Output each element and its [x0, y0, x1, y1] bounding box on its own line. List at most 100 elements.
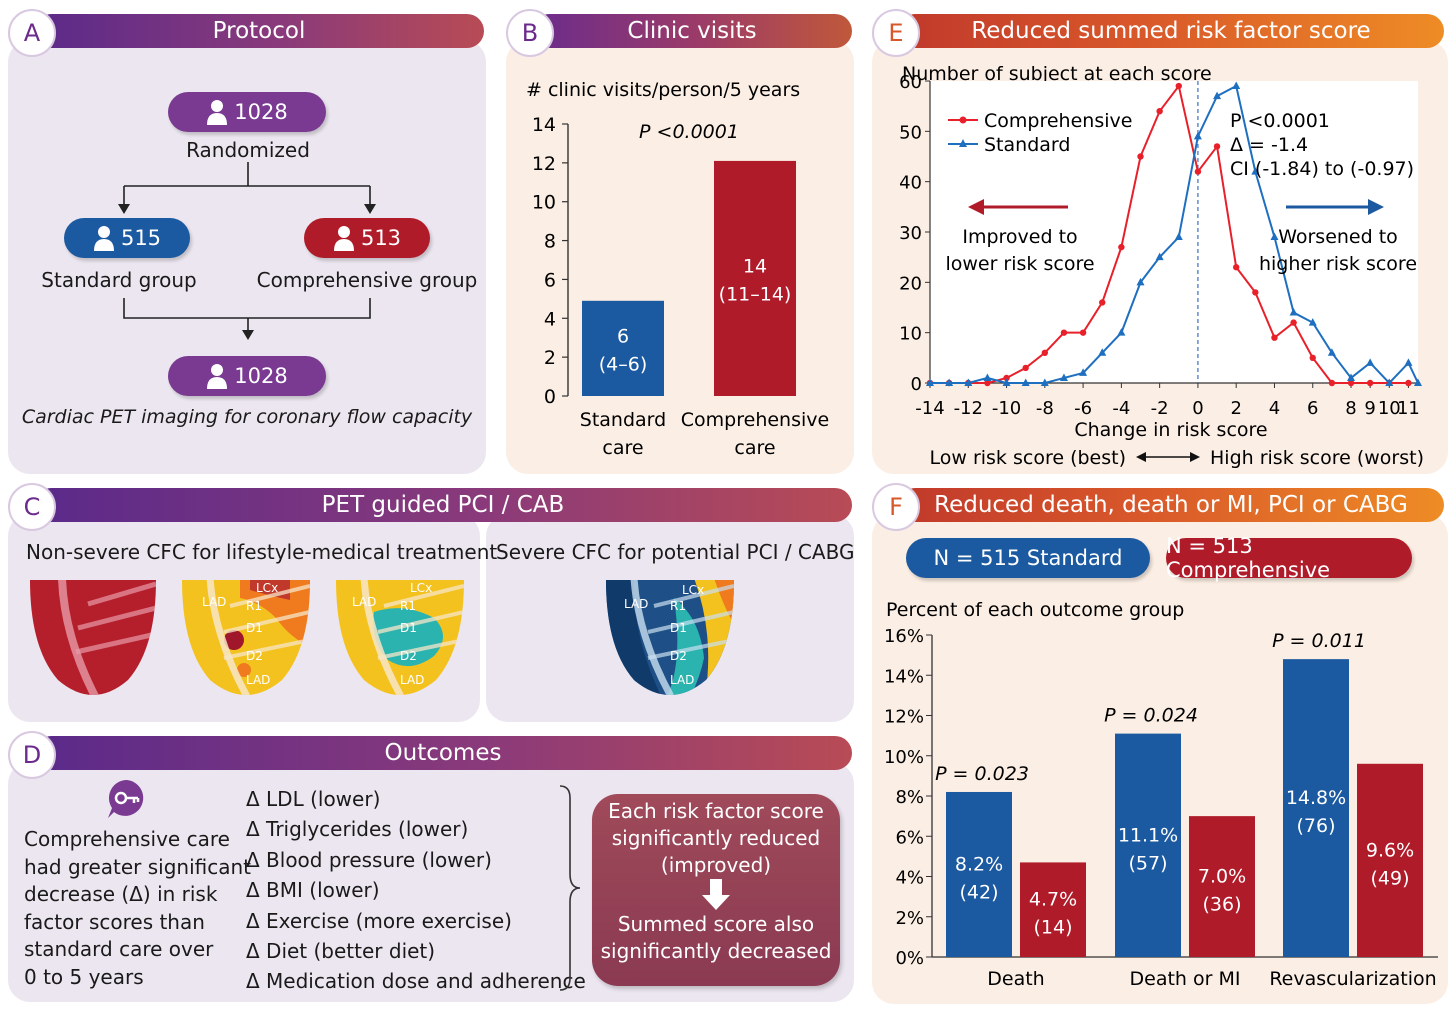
- box-top-line: (improved): [660, 853, 772, 877]
- box-top-line: significantly reduced: [611, 826, 821, 850]
- bar-label: (14): [1033, 917, 1072, 939]
- y-tick-label: 0: [544, 386, 556, 408]
- bar: [1115, 733, 1181, 957]
- bar: [1357, 763, 1423, 957]
- panel-c-letter: C: [8, 483, 56, 531]
- data-point: [1003, 374, 1010, 382]
- box-bottom-line: Summed score also: [617, 912, 815, 936]
- data-point: [1414, 378, 1422, 386]
- y-tick-label: 10: [899, 324, 922, 345]
- bar-label: 7.0%: [1198, 866, 1246, 888]
- x-tick-label: -2: [1151, 398, 1169, 419]
- data-point: [1213, 143, 1221, 150]
- x-tick-label: -10: [992, 398, 1021, 419]
- heart-map-normal: [30, 580, 156, 695]
- data-point: [1155, 252, 1164, 261]
- panel-b-letter: B: [506, 9, 554, 57]
- y-tick-label: 10%: [884, 747, 924, 768]
- panel-e-title: Reduced summed risk factor score: [971, 18, 1371, 44]
- data-point: [1347, 373, 1356, 381]
- x-category-label: Death or MI: [1130, 968, 1241, 990]
- bar-label: (4–6): [599, 353, 648, 375]
- data-point: [1366, 358, 1375, 366]
- x-tick-label: 10: [1378, 398, 1401, 419]
- panel-f-header: Reduced death, death or MI, PCI or CABG: [898, 488, 1444, 522]
- data-point: [1002, 378, 1011, 386]
- data-point: [984, 379, 991, 387]
- x-tick-label: 11: [1397, 398, 1420, 419]
- data-point: [1040, 378, 1049, 386]
- y-tick-label: 30: [899, 223, 922, 244]
- data-point: [1041, 349, 1049, 356]
- outcome-summary: Comprehensive care had greater significa…: [24, 826, 251, 991]
- data-point: [1405, 379, 1412, 387]
- data-point: [1385, 378, 1394, 386]
- data-point: [1175, 82, 1182, 90]
- data-point: [1271, 334, 1278, 341]
- comprehensive-n-pill: N = 513 Comprehensive: [1166, 534, 1412, 582]
- risk-factor-item: Δ Medication dose and adherence: [246, 969, 586, 994]
- y-tick-label: 2: [544, 347, 556, 369]
- brace-icon: [559, 785, 581, 991]
- y-tick-label: 12%: [884, 707, 924, 728]
- person-icon: [333, 226, 354, 251]
- svg-text:D1: D1: [670, 621, 687, 635]
- x-tick-label: 0: [1192, 398, 1203, 419]
- x-category-label: Death: [987, 968, 1044, 990]
- panel-a-letter: A: [8, 9, 56, 57]
- x-tick-label: 6: [1307, 398, 1318, 419]
- panel-d-header: Outcomes: [34, 736, 852, 770]
- randomized-count-pill: 1028: [168, 92, 326, 132]
- bar-label: 8.2%: [955, 853, 1003, 875]
- delta-value: Δ = -1.4: [1230, 134, 1308, 156]
- panel-d-title: Outcomes: [384, 740, 502, 766]
- box-top-line: Each risk factor score: [608, 799, 824, 823]
- y-tick-label: 4: [544, 308, 556, 330]
- data-point: [1251, 167, 1260, 175]
- svg-text:D2: D2: [670, 649, 687, 663]
- panel-d-letter: D: [8, 731, 56, 779]
- data-point: [1118, 243, 1125, 251]
- final-count: 1028: [234, 364, 288, 388]
- arrowhead-icon: [1136, 452, 1146, 462]
- series-line: [930, 83, 1409, 384]
- data-point: [1328, 379, 1336, 387]
- x-tick-label: -8: [1036, 398, 1054, 419]
- summary-box: Each risk factor score significantly red…: [592, 794, 840, 986]
- p-value: P = 0.023: [935, 763, 1029, 785]
- risk-factor-item: Δ Diet (better diet): [246, 939, 436, 964]
- severe-caption: Severe CFC for potential PCI / CABG: [496, 540, 855, 564]
- comprehensive-count-pill: 513: [304, 218, 430, 258]
- data-point: [1137, 153, 1144, 160]
- risk-factor-list: Δ LDL (lower) Δ Triglycerides (lower) Δ …: [246, 784, 586, 997]
- right-arrowhead-icon: [1368, 199, 1384, 215]
- heart-map-mild: LCx LAD R1 D1 D2 LAD: [182, 580, 310, 695]
- summary-line: Comprehensive care: [24, 827, 230, 851]
- svg-text:LAD: LAD: [670, 673, 694, 687]
- x-tick-label: -4: [1112, 398, 1130, 419]
- bar: [946, 791, 1012, 957]
- heart-map-moderate: LCx LAD R1 D1 D2 LAD: [336, 580, 464, 695]
- data-point: [1156, 108, 1163, 115]
- bar: [1283, 659, 1349, 957]
- standard-count: 515: [120, 226, 162, 250]
- y-tick-label: 0: [911, 374, 922, 395]
- y-tick-label: 12: [532, 153, 556, 175]
- box-top: Each risk factor score significantly red…: [592, 798, 840, 879]
- box-bottom-line: significantly decreased: [600, 939, 832, 963]
- data-point: [1308, 318, 1317, 326]
- data-point: [1079, 368, 1088, 376]
- data-point: [1022, 364, 1029, 372]
- r1-label: R1: [246, 599, 262, 613]
- y-tick-label: 40: [899, 173, 922, 194]
- data-point: [1079, 329, 1087, 336]
- panel-a-header: Protocol: [34, 14, 484, 48]
- comprehensive-count: 513: [360, 226, 402, 250]
- y-axis-label: Number of subject at each score: [902, 63, 1212, 85]
- data-point: [1174, 232, 1183, 241]
- bar-label: (57): [1128, 852, 1167, 874]
- data-point: [1213, 91, 1222, 100]
- panel-f-letter: F: [872, 483, 920, 531]
- summary-line: had greater significant: [24, 854, 252, 879]
- data-point: [1021, 378, 1030, 386]
